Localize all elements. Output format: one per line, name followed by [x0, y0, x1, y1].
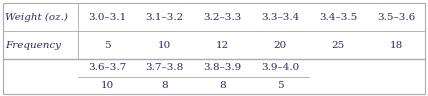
Text: Weight (oz.): Weight (oz.): [5, 12, 68, 22]
Text: 10: 10: [100, 81, 113, 90]
Text: 3.4–3.5: 3.4–3.5: [319, 12, 357, 22]
Text: 12: 12: [216, 41, 229, 50]
Text: 5: 5: [104, 41, 110, 50]
Text: 3.9–4.0: 3.9–4.0: [261, 63, 300, 72]
Text: 3.2–3.3: 3.2–3.3: [203, 12, 242, 22]
Text: 25: 25: [332, 41, 345, 50]
Text: 3.5–3.6: 3.5–3.6: [377, 12, 415, 22]
Text: 8: 8: [161, 81, 168, 90]
Text: 18: 18: [389, 41, 403, 50]
Text: 20: 20: [274, 41, 287, 50]
Text: 5: 5: [277, 81, 284, 90]
Text: 3.6–3.7: 3.6–3.7: [88, 63, 126, 72]
Text: 3.7–3.8: 3.7–3.8: [146, 63, 184, 72]
Text: 3.0–3.1: 3.0–3.1: [88, 12, 126, 22]
Text: 3.3–3.4: 3.3–3.4: [261, 12, 300, 22]
Text: 8: 8: [219, 81, 226, 90]
Text: 10: 10: [158, 41, 171, 50]
Text: 3.8–3.9: 3.8–3.9: [203, 63, 242, 72]
Text: 3.1–3.2: 3.1–3.2: [146, 12, 184, 22]
Text: Frequency: Frequency: [5, 41, 61, 50]
